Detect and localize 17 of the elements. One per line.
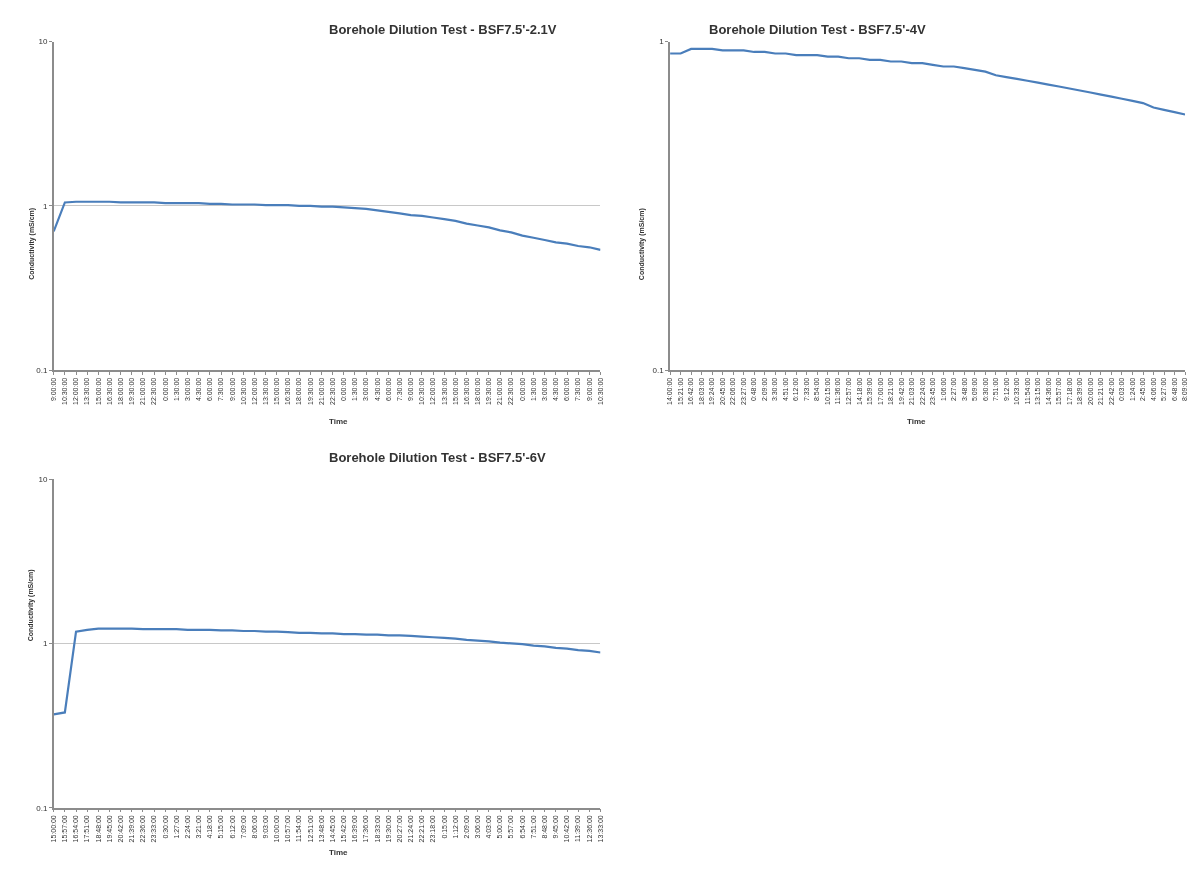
y-tick-label: 1	[42, 639, 48, 649]
x-axis-title: Time	[329, 848, 349, 857]
y-tick-label: 10	[38, 37, 48, 47]
y-tick-label: 1	[42, 201, 48, 211]
line-series	[53, 627, 601, 716]
x-axis-title: Time	[329, 417, 349, 426]
chart-title: Borehole Dilution Test - BSF7.5'-4V	[709, 22, 926, 37]
y-tick-label: 0.1	[36, 803, 48, 813]
line-series	[670, 47, 1186, 116]
y-tick-label: 1	[659, 37, 665, 47]
chart-title: Borehole Dilution Test - BSF7.5'-6V	[329, 450, 546, 465]
chart-title: Borehole Dilution Test - BSF7.5'-2.1V	[329, 22, 557, 37]
x-axis-title: Time	[907, 417, 927, 426]
y-tick-label: 0.1	[652, 366, 665, 376]
y-tick-label: 10	[38, 474, 48, 484]
y-tick-label: 0.1	[36, 366, 48, 376]
line-series	[53, 200, 601, 251]
